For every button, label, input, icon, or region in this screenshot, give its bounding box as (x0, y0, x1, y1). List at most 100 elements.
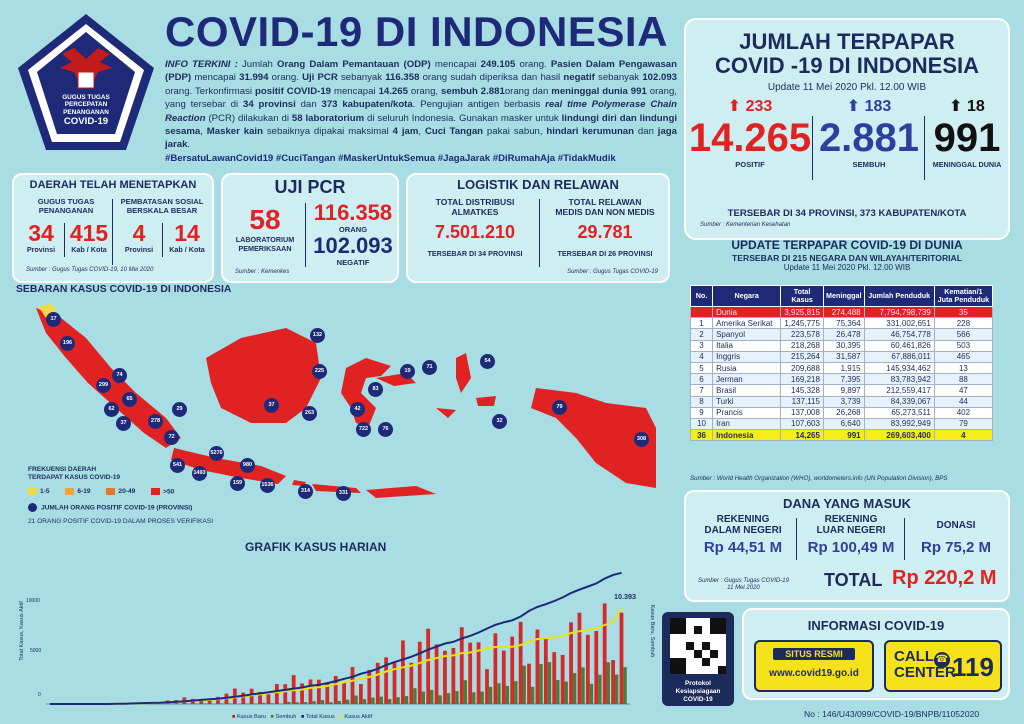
site-url[interactable]: www.covid19.go.id (769, 668, 859, 679)
map-dot[interactable]: 17 (46, 312, 61, 327)
map-dot[interactable]: 19 (400, 364, 415, 379)
bar-kasus-baru (426, 628, 431, 704)
map-dot[interactable]: 308 (634, 432, 649, 447)
table-cell: 3,925,815 (780, 305, 824, 319)
bar-kasus-baru (316, 679, 321, 704)
qr-label-2: COVID-19 (683, 696, 713, 703)
map-dot[interactable]: 83 (368, 382, 383, 397)
positive-delta: 233 (745, 98, 773, 115)
table-cell: 107,603 (780, 417, 824, 431)
table-cell: 7,794,798,739 (863, 305, 935, 319)
map-dot[interactable]: 65 (122, 392, 137, 407)
map-dot[interactable]: 29 (172, 402, 187, 417)
map-dot[interactable]: 79 (552, 400, 567, 415)
bar-kasus-baru (459, 627, 464, 704)
map-dot[interactable]: 263 (302, 406, 317, 421)
table-cell: 83,783,942 (863, 373, 935, 386)
table-row: 7 Brasil 145,328 9,897 212,559,417 47 (689, 384, 994, 397)
table-row: 4 Inggris 215,264 31,587 67,886,011 465 (689, 350, 994, 363)
map-dot[interactable]: 196 (60, 336, 75, 351)
table-cell: 10 (689, 417, 714, 431)
map-dot[interactable]: 278 (148, 414, 163, 429)
table-cell: 7 (689, 384, 714, 397)
bar-sembuh (345, 699, 350, 704)
table-row: 10 Iran 107,603 6,640 83,992,949 79 (689, 417, 994, 431)
map-dot[interactable]: 32 (492, 414, 507, 429)
map-dot[interactable]: 225 (312, 364, 327, 379)
table-cell: 2 (689, 328, 714, 341)
table-cell: Rusia (712, 361, 782, 375)
qr-code-icon[interactable] (670, 618, 726, 674)
table-cell: 6,640 (822, 417, 865, 431)
legend-title-1: FREKUENSI DAERAH (28, 466, 97, 473)
map-dot[interactable]: 159 (230, 476, 245, 491)
gugus-tugas-logo: GUGUS TUGAS PERCEPATAN PENANGANAN COVID-… (14, 10, 159, 160)
map-dot[interactable]: 72 (164, 430, 179, 445)
bar-kasus-baru (619, 612, 624, 704)
bar-kasus-baru (560, 654, 565, 704)
map-dot[interactable]: 1536 (260, 478, 275, 493)
document-number: No : 146/U43/099/COVID-19/BNPB/11052020 (804, 709, 980, 719)
map-dot[interactable]: 541 (170, 458, 185, 473)
map-dot[interactable]: 1493 (192, 466, 207, 481)
bar-kasus-baru (258, 691, 262, 704)
verify-note: 21 ORANG POSITIF COVID-19 DALAM PROSES V… (28, 517, 214, 525)
map-dot[interactable]: 71 (422, 360, 437, 375)
table-cell: 75,364 (822, 317, 865, 330)
table-cell: 65,273,511 (863, 406, 935, 419)
pcr-panel: UJI PCR 58 LABORATORIUM PEMERIKSAAN 116.… (221, 173, 399, 283)
dana-source-2: 11 Mei 2020 (727, 585, 760, 591)
up-arrow-icon: ⬆ (949, 98, 963, 115)
bar-sembuh (472, 692, 476, 704)
map-dot[interactable]: 331 (336, 486, 351, 501)
phone-icon: ☎ (934, 652, 950, 668)
bar-sembuh (446, 693, 451, 704)
map-dot[interactable]: 62 (104, 402, 119, 417)
map-dot[interactable]: 5276 (209, 446, 224, 461)
psbb-kab-value: 14 (174, 220, 200, 246)
recovered-delta: 183 (864, 98, 892, 115)
call-center-button[interactable]: CALL CENTER ☎ 119 (884, 640, 1002, 692)
bar-sembuh (430, 689, 434, 704)
bar-kasus-baru (611, 660, 615, 704)
dana-source-1: Sumber : Gugus Tugas COVID-19 (698, 578, 789, 584)
map-dot[interactable]: 37 (264, 398, 279, 413)
map-dot[interactable]: 76 (378, 422, 393, 437)
bar-sembuh (203, 703, 207, 704)
bar-kasus-baru (308, 679, 313, 704)
bar-sembuh (623, 667, 627, 704)
logo-line-1: GUGUS TUGAS (62, 94, 110, 101)
bar-kasus-baru (552, 652, 557, 704)
table-cell: 8 (689, 395, 714, 408)
dana-c1-value: Rp 44,51 M (703, 539, 783, 556)
site-label: SITUS RESMI (773, 648, 855, 660)
map-dot[interactable]: 74 (112, 368, 127, 383)
bar-sembuh (287, 701, 291, 704)
map-dot[interactable]: 54 (480, 354, 495, 369)
map-dot[interactable]: 37 (116, 416, 131, 431)
map-dot[interactable]: 980 (240, 458, 255, 473)
bar-sembuh (303, 702, 308, 704)
bar-sembuh (396, 697, 400, 704)
official-site-button[interactable]: SITUS RESMI www.covid19.go.id (754, 640, 874, 692)
map-dot[interactable]: 722 (356, 422, 371, 437)
map-dot[interactable]: 299 (96, 378, 111, 393)
table-cell: 145,934,462 (863, 361, 935, 375)
call-number[interactable]: 119 (952, 652, 994, 682)
qr-block[interactable]: Protokol Kesiapsiagaan COVID-19 (662, 612, 734, 706)
table-cell: 1,915 (822, 361, 865, 375)
map-dot[interactable]: 42 (350, 402, 365, 417)
pcr-lab-label-2: PEMERIKSAAN (238, 244, 292, 253)
table-cell: Dunia (712, 305, 782, 319)
legend-bar-icon: ■ (270, 714, 274, 720)
bar-sembuh (455, 691, 459, 704)
y-tick: 10000 (26, 598, 40, 604)
map-dot[interactable]: 314 (298, 484, 313, 499)
world-title: UPDATE TERPAPAR COVID-19 DI DUNIA (731, 238, 963, 252)
table-header: Negara (712, 285, 782, 307)
bar-sembuh (312, 701, 316, 704)
gugus-title-1: GUGUS TUGAS (37, 197, 95, 206)
map-dot[interactable]: 132 (310, 328, 325, 343)
table-cell: 88 (933, 373, 994, 386)
gugus-kab-label: Kab / Kota (71, 245, 107, 254)
